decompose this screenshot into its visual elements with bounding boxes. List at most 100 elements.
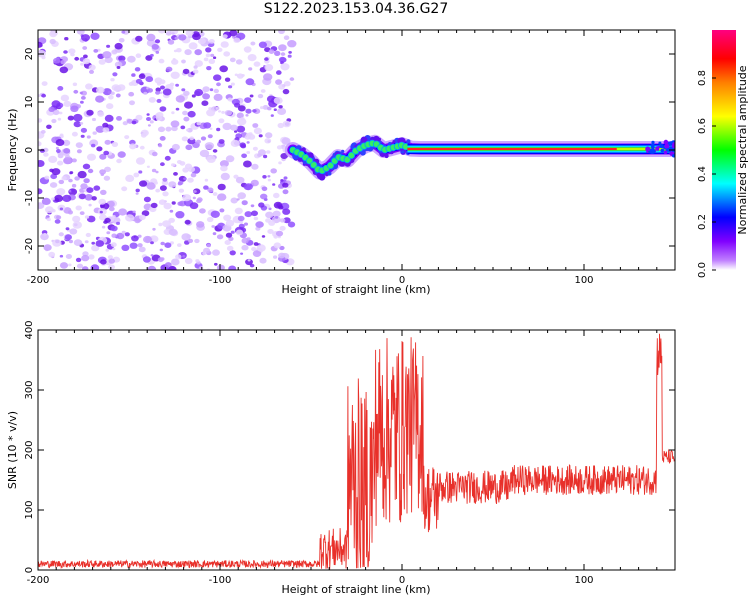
noise-blob — [206, 216, 214, 223]
noise-blob — [86, 135, 91, 139]
noise-blob — [178, 34, 187, 41]
noise-blob — [227, 97, 233, 102]
noise-blob — [278, 84, 285, 90]
noise-blob — [175, 107, 180, 111]
noise-blob — [258, 41, 267, 49]
noise-blob — [69, 228, 78, 235]
noise-blob — [185, 144, 193, 151]
noise-blob — [275, 230, 284, 237]
noise-blob — [230, 139, 240, 147]
noise-blob — [240, 117, 245, 121]
noise-blob — [289, 77, 295, 81]
noise-blob — [206, 109, 216, 117]
noise-blob — [217, 193, 227, 201]
noise-blob — [139, 145, 145, 150]
noise-blob — [263, 73, 273, 81]
noise-blob — [51, 197, 55, 201]
noise-blob — [204, 178, 209, 182]
noise-blob — [229, 250, 236, 256]
noise-blob — [181, 88, 186, 92]
noise-blob — [279, 245, 285, 251]
noise-blob — [40, 233, 49, 241]
noise-blob — [59, 207, 64, 211]
page-title: S122.2023.153.04.36.G27 — [263, 1, 449, 17]
noise-blob — [149, 235, 159, 243]
noise-blob — [117, 151, 126, 158]
noise-blob — [82, 163, 91, 170]
noise-blob — [49, 38, 56, 45]
noise-blob — [64, 234, 72, 241]
noise-blob — [99, 153, 107, 160]
noise-blob — [216, 127, 221, 132]
noise-blob — [68, 239, 73, 244]
noise-blob — [110, 225, 118, 232]
noise-blob — [215, 106, 220, 110]
noise-blob — [273, 234, 279, 239]
noise-blob — [187, 177, 194, 183]
noise-blob — [178, 175, 187, 182]
noise-blob — [182, 254, 186, 258]
noise-blob — [252, 146, 258, 151]
spectrogram-x-tick-label: -100 — [209, 275, 232, 286]
noise-blob — [121, 186, 128, 192]
noise-blob — [241, 200, 248, 206]
noise-blob — [152, 151, 158, 157]
noise-blob — [173, 49, 178, 53]
noise-blob — [270, 114, 274, 117]
noise-blob — [43, 244, 52, 251]
noise-blob — [116, 66, 121, 69]
noise-blob — [71, 158, 77, 163]
noise-blob — [38, 141, 42, 147]
noise-blob — [171, 143, 180, 151]
noise-blob — [74, 176, 80, 181]
noise-blob — [70, 105, 79, 113]
noise-blob — [218, 118, 225, 124]
noise-blob — [98, 198, 106, 205]
snr-y-tick-label: 400 — [24, 320, 35, 339]
noise-blob — [213, 74, 222, 81]
edge-scatter — [664, 143, 670, 149]
noise-blob — [252, 109, 257, 113]
noise-blob — [258, 202, 265, 208]
noise-blob — [98, 59, 106, 65]
snr-y-label: SNR (10 * v/v) — [6, 411, 19, 489]
noise-blob — [58, 179, 65, 185]
noise-blob — [171, 258, 180, 266]
noise-blob — [68, 263, 72, 267]
noise-blob — [202, 86, 210, 93]
noise-blob — [48, 251, 56, 258]
noise-blob — [252, 250, 262, 257]
noise-blob — [165, 126, 172, 132]
noise-blob — [84, 194, 93, 201]
noise-blob — [63, 100, 72, 107]
noise-blob — [131, 120, 137, 125]
noise-blob — [192, 33, 201, 41]
noise-blob — [164, 155, 171, 161]
noise-blob — [46, 124, 52, 129]
noise-blob — [236, 112, 244, 119]
noise-blob — [267, 229, 274, 234]
noise-blob — [201, 100, 209, 106]
spectrogram-x-label: Height of straight line (km) — [281, 283, 430, 296]
noise-blob — [208, 39, 215, 44]
noise-blob — [188, 166, 196, 173]
noise-blob — [205, 53, 211, 58]
noise-blob — [124, 135, 130, 140]
noise-blob — [257, 94, 264, 99]
spectrogram-plot-area — [38, 30, 675, 270]
noise-blob — [102, 122, 109, 128]
noise-blob — [222, 34, 228, 39]
noise-blob — [162, 88, 172, 96]
noise-blob — [278, 252, 286, 259]
noise-blob — [59, 133, 64, 137]
ridge-peak-marker — [326, 161, 335, 170]
noise-blob — [115, 93, 121, 98]
noise-blob — [259, 257, 267, 264]
noise-blob — [267, 106, 272, 111]
noise-blob — [63, 50, 68, 54]
noise-blob — [121, 230, 126, 235]
noise-blob — [41, 93, 46, 98]
edge-scatter — [666, 148, 670, 152]
noise-blob — [234, 130, 238, 133]
noise-blob — [181, 59, 186, 64]
